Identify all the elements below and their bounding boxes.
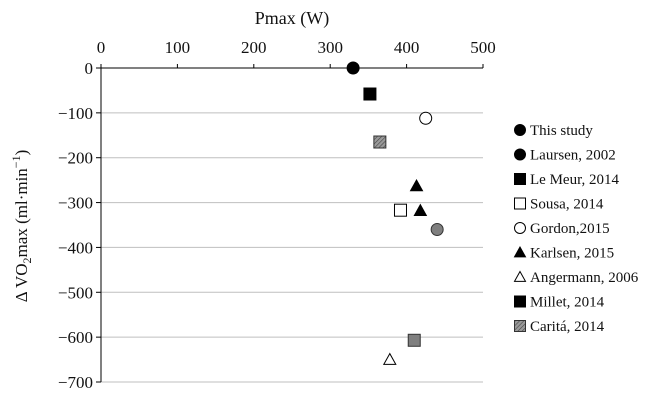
x-tick-label: 100 [165, 38, 191, 57]
x-tick-label: 200 [241, 38, 267, 57]
legend-marker [513, 245, 527, 258]
y-tick-labels: 0 −100 −200 −300 −400 −500 −600 −700 [58, 59, 93, 392]
data-point [373, 135, 387, 149]
data-point [346, 61, 360, 75]
legend-label: Angermann, 2006 [530, 270, 639, 286]
gridlines [101, 112, 483, 383]
legend-label: Laursen, 2002 [530, 148, 616, 164]
y-axis-title-prefix: Δ VO [12, 263, 31, 302]
legend-marker [514, 148, 526, 161]
legend-label: Le Meur, 2014 [530, 172, 619, 188]
data-point [407, 333, 421, 347]
axes [96, 64, 484, 383]
legend-marker [514, 173, 526, 185]
y-tick-label: −300 [58, 194, 93, 213]
legend-marker [514, 222, 526, 234]
x-tick-labels: 0 100 200 300 400 500 [97, 38, 496, 57]
legend-label: Gordon,2015 [530, 221, 610, 237]
data-point [430, 222, 444, 236]
x-tick-label: 500 [470, 38, 496, 57]
data-point [413, 203, 428, 216]
legend-marker [514, 197, 526, 210]
legend-label: Karlsen, 2015 [530, 246, 614, 262]
y-tick-label: −100 [58, 104, 93, 123]
y-tick-label: −600 [58, 328, 93, 347]
legend-marker [514, 320, 526, 332]
x-tick-label: 300 [317, 38, 343, 57]
y-axis-title-sub: 2 [20, 257, 34, 263]
x-tick-label: 400 [394, 38, 420, 57]
data-point [409, 178, 424, 192]
data-point [382, 352, 397, 365]
data-point [393, 203, 407, 217]
legend-label: Sousa, 2014 [530, 197, 604, 213]
y-axis-title: Δ VO2max (ml·min−1) [9, 150, 34, 303]
legend-marker [514, 124, 526, 136]
legend-label: This study [530, 123, 593, 139]
x-tick-label: 0 [97, 38, 106, 57]
legend-label: Millet, 2014 [530, 295, 605, 311]
y-tick-label: −400 [58, 238, 93, 257]
legend-marker [514, 295, 526, 308]
data-point [419, 111, 433, 125]
x-axis-title: Pmax (W) [255, 8, 329, 29]
data-points [346, 61, 444, 365]
legend-marker [513, 270, 527, 282]
legend: This study Laursen, 2002 Le Meur, 2014 Sous… [513, 123, 639, 335]
y-tick-label: 0 [85, 59, 94, 78]
y-tick-label: −500 [58, 283, 93, 302]
data-point [363, 87, 377, 101]
y-tick-label: −200 [58, 149, 93, 168]
y-axis-title-suffix: ) [12, 150, 31, 156]
legend-label: Caritá, 2014 [530, 319, 605, 335]
y-axis-title-sup: −1 [9, 155, 23, 168]
y-tick-label: −700 [58, 373, 93, 392]
y-axis-title-mid: max (ml·min [12, 168, 31, 258]
